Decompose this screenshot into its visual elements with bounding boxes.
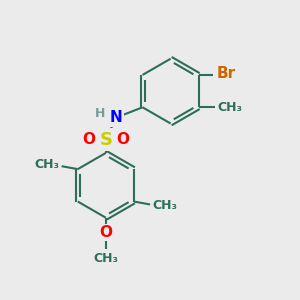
Text: S: S xyxy=(99,131,112,149)
Text: CH₃: CH₃ xyxy=(152,200,177,212)
Text: CH₃: CH₃ xyxy=(34,158,59,171)
Text: Br: Br xyxy=(216,66,236,81)
Text: N: N xyxy=(110,110,122,125)
Text: O: O xyxy=(116,132,129,147)
Text: O: O xyxy=(99,225,112,240)
Text: CH₃: CH₃ xyxy=(217,101,242,114)
Text: H: H xyxy=(95,107,105,120)
Text: O: O xyxy=(82,132,95,147)
Text: CH₃: CH₃ xyxy=(93,252,118,265)
